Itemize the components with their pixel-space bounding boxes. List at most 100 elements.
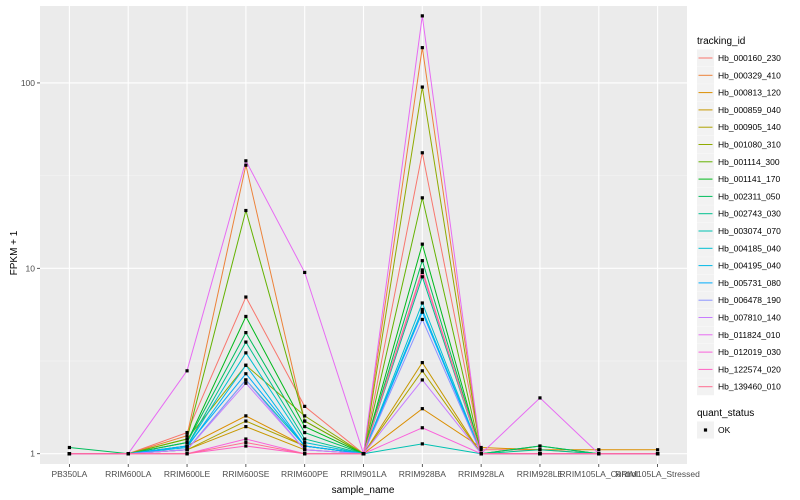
data-point [244,378,248,382]
x-tick-label: RRIM600PE [281,469,329,479]
legend-label: Hb_003074_070 [718,226,781,236]
data-point [303,425,307,429]
x-tick-label: PB350LA [51,469,87,479]
data-point [303,437,307,441]
data-point [185,437,189,441]
legend-label: Hb_001141_170 [718,174,781,184]
legend-label: Hb_002743_030 [718,209,781,219]
data-point [244,159,248,163]
data-point [185,444,189,448]
data-point [420,301,424,305]
data-point [655,452,660,456]
legend-label: Hb_000905_140 [718,122,781,132]
legend: Hb_000160_230 Hb_000329_410 Hb_000813_120 H… [697,49,781,396]
x-tick-label: RRIM928LE [517,469,564,479]
data-point [597,448,601,452]
data-point [303,430,307,435]
data-point [126,452,130,456]
data-point [185,448,189,452]
x-tick-label: RRIM600LE [164,469,211,479]
legend-label: Hb_001114_300 [718,157,780,167]
legend2-title: quant_status [697,408,754,419]
data-point [420,361,424,365]
data-point [303,440,307,445]
data-point [244,425,248,429]
x-tick-label: RRIM901LA [340,469,387,479]
legend-label: Hb_012019_030 [718,347,781,357]
x-tick-label: RRIM600SE [222,469,270,479]
data-point [185,434,189,438]
y-axis-title: FPKM + 1 [9,230,20,275]
data-point [420,242,424,246]
data-point [420,310,424,314]
legend-label: Hb_006478_190 [718,295,781,305]
x-axis: PB350LA RRIM600LA RRIM600LE RRIM600SE RRIM60… [51,464,700,479]
legend2: OK [697,421,731,439]
data-point [479,445,483,450]
legend2-key-point [703,428,708,432]
data-point [244,295,248,299]
data-point [420,151,424,155]
data-point [244,340,248,344]
data-point [479,452,483,456]
legend-label: Hb_011824_010 [718,330,781,340]
data-point [655,448,660,452]
legend-label: Hb_122574_020 [718,364,781,374]
y-tick-label: 100 [21,78,35,88]
y-tick-label: 1 [30,449,35,459]
legend-label: Hb_000160_230 [718,53,781,63]
data-point [185,452,189,456]
data-point [67,445,72,450]
data-point [244,351,248,355]
data-point [244,444,248,448]
data-point [303,414,307,418]
data-point [303,444,307,448]
data-point [420,14,424,18]
data-point [479,448,483,452]
data-point [420,307,424,312]
legend-label: Hb_007810_140 [718,313,781,323]
legend-label: Hb_002311_050 [718,191,781,201]
data-point [420,369,424,373]
data-point [420,317,424,322]
x-axis-title: sample_name [332,485,395,496]
y-tick-label: 10 [26,263,36,273]
data-point [420,275,424,279]
data-point [185,430,189,435]
data-point [420,270,424,275]
data-point [244,372,248,376]
data-point [538,396,542,400]
legend2-label: OK [718,425,731,435]
data-point [244,331,248,335]
data-point [420,442,424,446]
x-tick-label: RRIM105LA_Control [560,469,639,479]
data-point [420,85,424,89]
data-point [420,46,424,50]
data-point [303,404,307,408]
x-tick-label: RRIM928LA [458,469,505,479]
data-point [597,452,601,456]
x-tick-label: RRIM928BA [399,469,447,479]
data-point [303,452,307,456]
legend-label: Hb_004195_040 [718,261,781,271]
data-point [244,381,248,385]
data-point [244,208,248,213]
legend-title: tracking_id [697,36,745,47]
data-point [244,363,248,367]
y-axis: 1 10 100 [21,78,40,459]
data-point [538,448,542,452]
legend-label: Hb_000813_120 [718,88,781,98]
data-point [67,452,72,456]
legend-label: Hb_001080_310 [718,140,781,150]
data-point [303,419,307,423]
data-point [244,414,248,418]
data-point [244,437,248,441]
data-point [420,196,424,200]
legend-label: Hb_004185_040 [718,243,781,253]
data-point [420,426,424,430]
legend-label: Hb_005731_080 [718,278,781,288]
data-point [420,407,424,411]
data-point [244,163,248,167]
data-point [185,369,189,373]
